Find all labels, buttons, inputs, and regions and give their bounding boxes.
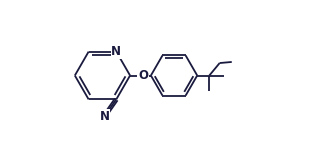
Text: O: O bbox=[138, 69, 148, 82]
Text: N: N bbox=[100, 110, 109, 123]
Text: N: N bbox=[111, 45, 121, 58]
